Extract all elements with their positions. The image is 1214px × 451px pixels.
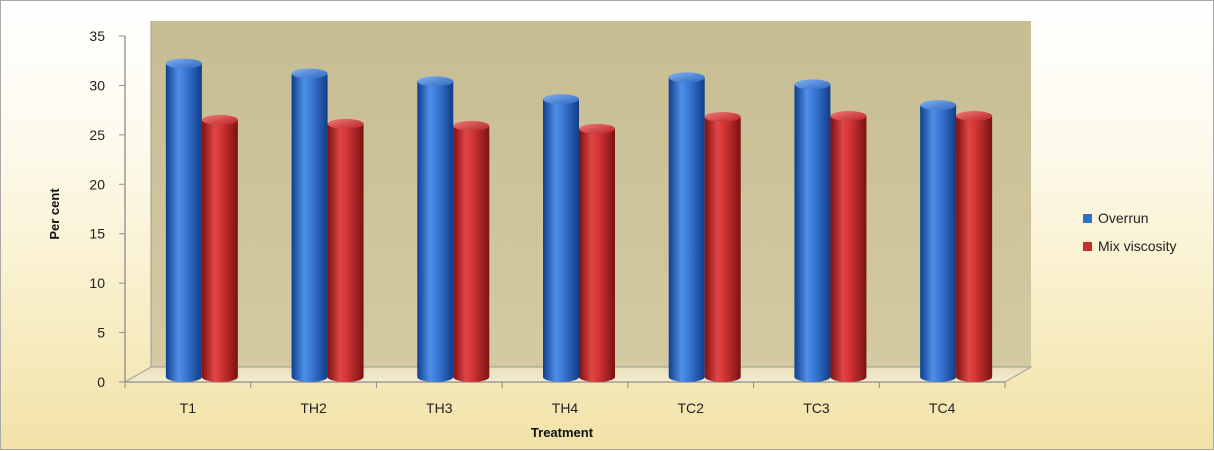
bar-top-cap [543,94,579,105]
bar-body [543,99,579,383]
bar-body [668,77,705,383]
legend-swatch-mix-viscosity [1083,242,1092,251]
bar-body [291,73,328,383]
x-tick-label: TC3 [803,400,830,416]
bar-overrun-tc2 [668,72,705,383]
bar-body [920,105,957,383]
legend-label-mix-viscosity: Mix viscosity [1098,238,1177,254]
bar-top-cap [291,68,328,79]
bar-series-group [165,58,993,383]
x-axis-title: Treatment [531,425,594,440]
bar-body [327,123,364,383]
x-axis-ticks: T1 TH2 TH3 TH4 TC2 TC3 TC4 [124,382,1006,416]
y-tick-label: 5 [97,325,105,341]
x-tick-label: TH4 [552,400,579,416]
bar-top-cap [704,111,741,122]
y-tick-label: 20 [89,176,105,192]
bar-top-cap [794,79,831,90]
y-tick-label: 15 [89,226,105,242]
x-tick-label: TH3 [426,400,453,416]
y-tick-label: 25 [89,127,105,143]
bar-overrun-tc3 [794,79,831,383]
bar-top-cap [327,118,364,129]
bar-body [417,81,454,383]
bar-mix-viscosity-th2 [327,118,364,383]
bar-top-cap [956,110,993,121]
bar-mix-viscosity-t1 [201,114,238,383]
bar-body [704,116,741,383]
bar-overrun-th2 [291,68,328,383]
bar-mix-viscosity-tc3 [830,110,867,383]
y-axis-ticks: 0 5 10 15 20 25 30 35 [89,28,125,390]
y-tick-label: 35 [89,28,105,44]
legend-label-overrun: Overrun [1098,210,1149,226]
y-tick-label: 10 [89,275,105,291]
x-tick-label: TC4 [929,400,956,416]
bar-body [453,125,490,383]
bar-top-cap [453,120,490,131]
bar-body [830,115,867,383]
bar-overrun-th4 [543,94,579,383]
bar-top-cap [668,72,705,83]
bar-mix-viscosity-tc4 [956,110,993,383]
bar-body [956,115,993,383]
x-tick-label: TH2 [300,400,327,416]
legend-swatch-overrun [1083,214,1092,223]
bar-top-cap [165,58,202,69]
bar-body [201,119,238,383]
y-axis-title: Per cent [47,188,62,240]
bar-top-cap [830,110,867,121]
bar-top-cap [417,76,454,87]
y-tick-label: 0 [97,374,105,390]
bar-body [579,128,615,382]
y-tick-label: 30 [89,77,105,93]
bar-top-cap [579,123,615,134]
bar-overrun-tc4 [920,100,957,383]
bar-overrun-t1 [165,58,202,383]
bar-mix-viscosity-th3 [453,120,490,383]
bar-top-cap [920,100,957,111]
bar-body [165,63,202,383]
bar-mix-viscosity-th4 [579,123,615,382]
bar-overrun-th3 [417,76,454,383]
x-tick-label: TC2 [677,400,704,416]
x-tick-label: T1 [180,400,197,416]
bar-body [794,84,831,383]
bar-top-cap [201,114,238,125]
bar-mix-viscosity-tc2 [704,111,741,383]
legend: Overrun Mix viscosity [1083,210,1177,254]
